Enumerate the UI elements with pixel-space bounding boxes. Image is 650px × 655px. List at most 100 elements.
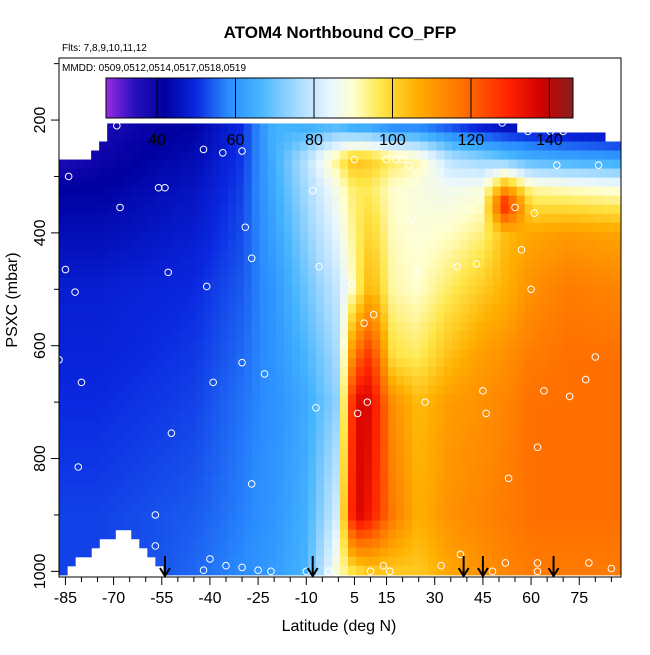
heatmap-cell bbox=[115, 322, 124, 332]
heatmap-cell bbox=[436, 303, 445, 314]
heatmap-cell bbox=[131, 367, 140, 377]
heatmap-cell bbox=[331, 457, 341, 468]
heatmap-cell bbox=[259, 159, 269, 170]
heatmap-cell bbox=[540, 285, 550, 296]
heatmap-cell bbox=[572, 150, 582, 161]
heatmap-cell bbox=[211, 195, 221, 206]
heatmap-cell bbox=[99, 231, 108, 242]
heatmap-cell bbox=[388, 303, 397, 314]
heatmap-cell bbox=[203, 168, 213, 179]
heatmap-cell bbox=[235, 367, 245, 377]
heatmap-cell bbox=[91, 484, 100, 495]
heatmap-cell bbox=[235, 258, 245, 269]
heatmap-cell bbox=[59, 285, 68, 296]
heatmap-cell bbox=[548, 303, 558, 314]
heatmap-cell bbox=[91, 421, 100, 431]
heatmap-cell bbox=[331, 177, 341, 188]
heatmap-cell bbox=[524, 511, 534, 522]
heatmap-cell bbox=[67, 502, 76, 513]
heatmap-cell bbox=[540, 312, 550, 323]
heatmap-cell bbox=[500, 556, 510, 567]
heatmap-cell bbox=[508, 430, 518, 440]
sample-point bbox=[540, 387, 548, 395]
heatmap-cell bbox=[331, 231, 341, 242]
heatmap-cell bbox=[444, 556, 453, 567]
heatmap-cell bbox=[219, 511, 229, 522]
sample-point bbox=[366, 567, 375, 576]
sample-point bbox=[209, 378, 217, 387]
heatmap-cell bbox=[476, 186, 486, 197]
heatmap-cell bbox=[404, 538, 413, 549]
heatmap-cell bbox=[532, 168, 542, 179]
heatmap-cell bbox=[428, 132, 437, 143]
heatmap-cell bbox=[59, 258, 68, 269]
heatmap-cell bbox=[340, 285, 349, 296]
heatmap-cell bbox=[588, 385, 598, 395]
heatmap-cell bbox=[492, 312, 502, 323]
heatmap-cell bbox=[259, 312, 269, 323]
heatmap-cell bbox=[91, 349, 100, 359]
heatmap-cell bbox=[436, 340, 445, 350]
heatmap-cell bbox=[604, 168, 614, 179]
heatmap-cell bbox=[267, 322, 277, 332]
heatmap-cell bbox=[235, 475, 245, 486]
heatmap-cell bbox=[291, 475, 301, 486]
heatmap-cell bbox=[596, 349, 606, 359]
heatmap-cell bbox=[235, 340, 245, 350]
heatmap-cell bbox=[356, 349, 365, 359]
heatmap-cell bbox=[187, 376, 197, 386]
heatmap-cell bbox=[83, 448, 92, 459]
heatmap-cell bbox=[163, 385, 172, 395]
heatmap-cell bbox=[540, 177, 550, 188]
heatmap-cell bbox=[436, 294, 445, 305]
heatmap-cell bbox=[412, 294, 421, 305]
heatmap-cell bbox=[388, 132, 397, 143]
heatmap-cell bbox=[380, 556, 389, 567]
heatmap-cell bbox=[123, 195, 132, 206]
heatmap-cell bbox=[396, 249, 405, 260]
heatmap-cell bbox=[348, 448, 357, 459]
heatmap-cell bbox=[259, 267, 269, 278]
heatmap-cell bbox=[380, 421, 389, 431]
heatmap-cell bbox=[299, 267, 309, 278]
heatmap-cell bbox=[219, 502, 229, 513]
heatmap-cell bbox=[404, 385, 413, 395]
heatmap-cell bbox=[299, 294, 309, 305]
heatmap-cell bbox=[556, 466, 566, 477]
heatmap-cell bbox=[508, 502, 518, 513]
heatmap-cell bbox=[227, 511, 237, 522]
heatmap-cell bbox=[380, 322, 389, 332]
heatmap-cell bbox=[508, 448, 518, 459]
heatmap-cell bbox=[75, 322, 84, 332]
heatmap-cell bbox=[131, 430, 140, 440]
heatmap-cell bbox=[428, 204, 437, 215]
heatmap-cell bbox=[275, 520, 285, 531]
heatmap-cell bbox=[340, 448, 349, 459]
heatmap-cell bbox=[500, 249, 510, 260]
heatmap-cell bbox=[155, 502, 164, 513]
heatmap-cell bbox=[203, 294, 213, 305]
sample-point bbox=[254, 566, 262, 575]
heatmap-cell bbox=[412, 412, 421, 422]
heatmap-cell bbox=[99, 412, 108, 422]
heatmap-cell bbox=[484, 493, 494, 504]
heatmap-cell bbox=[275, 394, 285, 404]
heatmap-cell bbox=[580, 358, 590, 368]
heatmap-cell bbox=[67, 466, 76, 477]
heatmap-cell bbox=[235, 430, 245, 440]
heatmap-cell bbox=[348, 466, 357, 477]
heatmap-cell bbox=[307, 132, 317, 143]
heatmap-cell bbox=[291, 385, 301, 395]
heatmap-cell bbox=[588, 421, 598, 431]
sample-point bbox=[350, 155, 359, 164]
heatmap-cell bbox=[540, 565, 550, 576]
heatmap-cell bbox=[580, 547, 590, 558]
heatmap-cell bbox=[412, 466, 421, 477]
heatmap-cell bbox=[492, 547, 502, 558]
heatmap-cell bbox=[516, 421, 526, 431]
heatmap-cell bbox=[59, 511, 68, 522]
heatmap-cell bbox=[99, 294, 108, 305]
sample-point bbox=[161, 183, 169, 192]
heatmap-cell bbox=[524, 132, 534, 143]
heatmap-cell bbox=[227, 331, 237, 341]
